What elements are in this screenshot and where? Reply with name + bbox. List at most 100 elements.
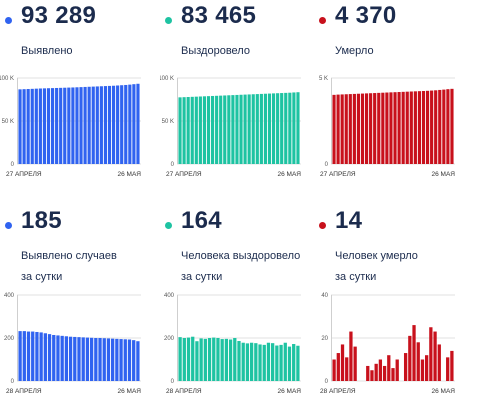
bar bbox=[369, 93, 373, 164]
y-tick-label: 400 bbox=[164, 293, 175, 299]
bar bbox=[254, 343, 258, 381]
y-tick-label: 0 bbox=[171, 379, 175, 385]
bar bbox=[178, 97, 182, 164]
bar bbox=[228, 339, 233, 381]
x-end-label: 26 МАЯ bbox=[432, 171, 456, 178]
bar bbox=[91, 86, 95, 164]
bar bbox=[216, 338, 220, 381]
bar bbox=[401, 91, 405, 164]
bar bbox=[220, 339, 224, 381]
bar bbox=[132, 340, 136, 381]
y-tick-label: 400 bbox=[4, 293, 15, 299]
bar bbox=[99, 86, 103, 164]
bar bbox=[409, 91, 413, 164]
bar bbox=[55, 87, 59, 164]
x-start-label: 27 АПРЕЛЯ bbox=[166, 171, 202, 178]
bar bbox=[280, 93, 284, 164]
bar bbox=[219, 95, 223, 164]
bar bbox=[296, 345, 300, 381]
bar bbox=[64, 336, 69, 381]
bar bbox=[85, 337, 90, 381]
bar bbox=[429, 327, 433, 381]
bar bbox=[233, 338, 237, 381]
bar bbox=[275, 345, 279, 381]
bar bbox=[288, 92, 292, 164]
bar bbox=[43, 333, 47, 381]
bar bbox=[186, 337, 191, 381]
headline-value: 93 289 bbox=[21, 2, 97, 29]
bar bbox=[434, 90, 438, 164]
x-end-label: 26 МАЯ bbox=[278, 171, 302, 178]
bar bbox=[182, 97, 186, 164]
bar bbox=[345, 357, 349, 381]
headline-value: 4 370 bbox=[335, 2, 397, 29]
headline-label: за сутки bbox=[335, 271, 377, 283]
bar bbox=[235, 94, 239, 164]
legend-dot bbox=[165, 17, 172, 24]
bar bbox=[241, 342, 245, 381]
chart-svg: 400 200 0 28 АПРЕЛЯ 26 МАЯ bbox=[164, 293, 301, 395]
chart-svg: 40 20 0 28 АПРЕЛЯ 26 МАЯ bbox=[320, 293, 455, 395]
bar bbox=[127, 339, 132, 381]
bar bbox=[344, 94, 348, 164]
y-tick-label: 20 bbox=[321, 336, 328, 342]
y-tick-label: 5 K bbox=[319, 76, 328, 82]
bar bbox=[263, 93, 268, 164]
x-start-label: 27 АПРЕЛЯ bbox=[320, 171, 356, 178]
bar bbox=[186, 97, 190, 164]
bar bbox=[119, 339, 123, 381]
y-tick-label: 50 K bbox=[2, 119, 14, 125]
headline-label: Человека выздоровело bbox=[181, 250, 301, 262]
bar bbox=[46, 88, 51, 164]
bar bbox=[382, 365, 387, 381]
bar bbox=[425, 355, 429, 381]
bar bbox=[437, 344, 441, 381]
bar bbox=[71, 87, 75, 164]
bar bbox=[336, 94, 340, 164]
bar bbox=[420, 359, 425, 381]
bar bbox=[116, 85, 120, 164]
bar bbox=[50, 88, 55, 164]
bar bbox=[224, 338, 229, 381]
headline-value: 83 465 bbox=[181, 2, 257, 29]
bar bbox=[247, 94, 251, 164]
bar bbox=[18, 89, 22, 164]
bar bbox=[123, 339, 127, 381]
bar bbox=[31, 331, 35, 381]
bar bbox=[377, 92, 381, 164]
chart-svg: 5 K 0 27 АПРЕЛЯ 26 МАЯ bbox=[319, 76, 456, 178]
bar bbox=[26, 89, 30, 164]
y-tick-label: 0 bbox=[325, 379, 329, 385]
bar bbox=[111, 338, 115, 381]
bar bbox=[378, 359, 383, 381]
chart-panel-daily-deaths: 14 Человек умерло за сутки 40 20 0 28 АПРЕЛЯ 26… bbox=[314, 205, 464, 400]
bar bbox=[267, 93, 272, 164]
bar bbox=[191, 336, 195, 381]
bar bbox=[39, 332, 43, 381]
bar bbox=[52, 334, 56, 381]
chart-svg: 100 K 50 K 0 27 АПРЕЛЯ 26 МАЯ bbox=[0, 76, 141, 178]
bar bbox=[237, 341, 241, 381]
bar bbox=[42, 88, 47, 164]
bar bbox=[271, 343, 275, 381]
bar bbox=[366, 365, 370, 381]
bar bbox=[381, 92, 385, 164]
bar bbox=[360, 93, 365, 164]
bar bbox=[397, 92, 401, 164]
bar bbox=[430, 90, 434, 164]
bar bbox=[349, 331, 353, 381]
bar bbox=[207, 338, 212, 381]
bar bbox=[276, 93, 280, 164]
bar bbox=[340, 344, 345, 381]
bar bbox=[79, 87, 83, 164]
bar bbox=[83, 86, 87, 164]
y-tick-label: 40 bbox=[321, 293, 328, 299]
bar bbox=[210, 95, 215, 164]
bar bbox=[67, 87, 71, 164]
bar bbox=[391, 368, 395, 381]
bar bbox=[22, 89, 26, 164]
chart-svg: 100 K 50 K 0 27 АПРЕЛЯ 26 МАЯ bbox=[160, 76, 302, 178]
bar bbox=[136, 83, 140, 164]
bar bbox=[60, 335, 64, 381]
bar bbox=[103, 86, 108, 164]
